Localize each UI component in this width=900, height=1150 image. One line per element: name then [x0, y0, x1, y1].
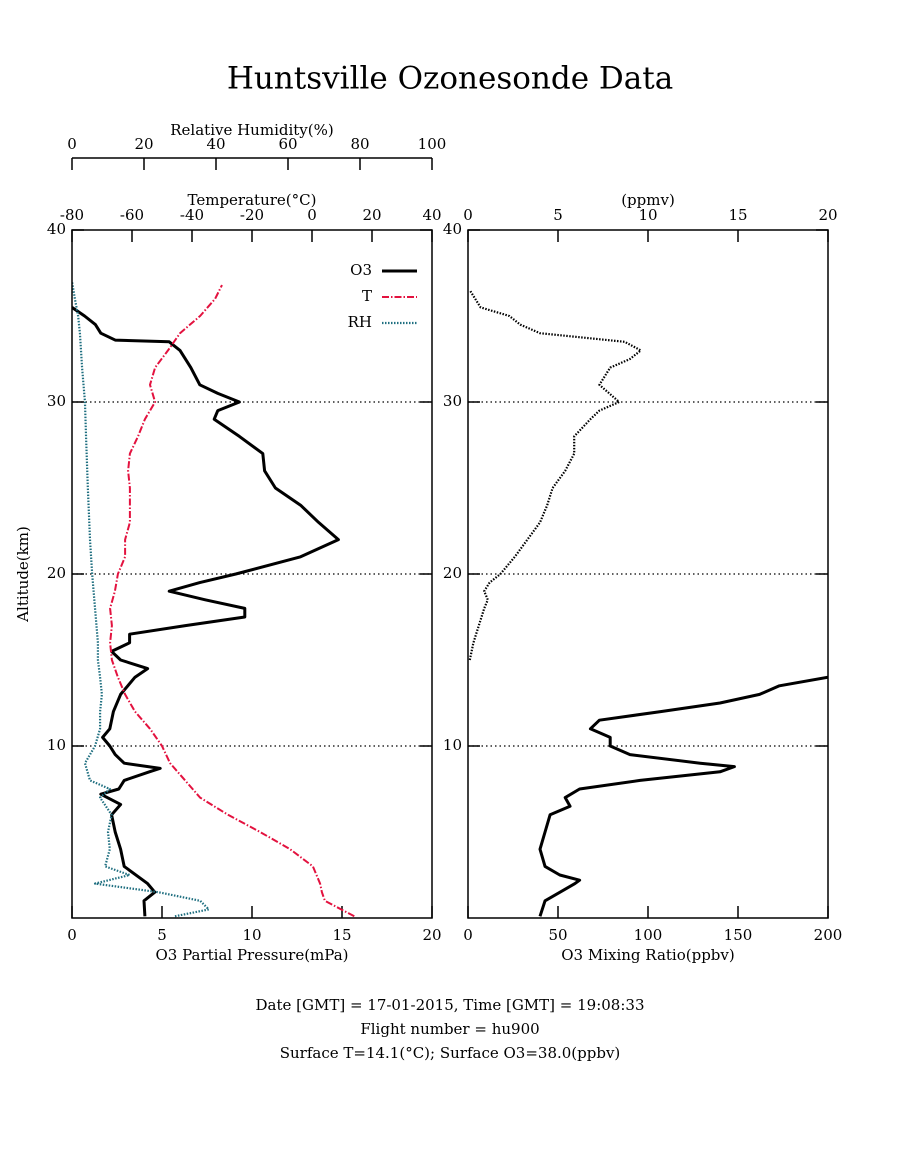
- x2-axis-label: Temperature(°C): [188, 191, 317, 209]
- x-tick-label: 5: [157, 926, 167, 944]
- x-tick-label: 20: [362, 206, 381, 224]
- x-tick-label: 20: [818, 206, 837, 224]
- x-tick-label: 10: [638, 206, 657, 224]
- y-tick-label: 20: [47, 564, 66, 582]
- x-tick-label: -20: [240, 206, 264, 224]
- plot-frame: [71, 229, 433, 919]
- x-tick-label: 0: [463, 206, 473, 224]
- x-tick-label: 0: [307, 206, 317, 224]
- x-tick-label: 0: [67, 926, 77, 944]
- profile-line: [468, 289, 642, 661]
- x-tick-label: 10: [242, 926, 261, 944]
- y-tick-label: 20: [443, 564, 462, 582]
- x-tick-label: 5: [553, 206, 563, 224]
- x-tick-label: -80: [60, 206, 84, 224]
- y-axis-label: Altitude(km): [14, 526, 32, 623]
- y-tick-label: 10: [443, 736, 462, 754]
- profile-line: [72, 306, 340, 917]
- x-tick-label: -40: [180, 206, 204, 224]
- profile-line: [538, 675, 828, 917]
- x-axis-label: O3 Partial Pressure(mPa): [155, 946, 348, 964]
- profile-line: [109, 284, 355, 918]
- x-tick-label: -60: [120, 206, 144, 224]
- x-tick-label: 100: [634, 926, 663, 944]
- x-tick-label: 40: [206, 135, 225, 153]
- x-tick-label: 20: [422, 926, 441, 944]
- x-tick-label: 15: [332, 926, 351, 944]
- y-tick-label: 30: [47, 392, 66, 410]
- x-axis-label: O3 Mixing Ratio(ppbv): [561, 946, 734, 964]
- x-tick-label: 20: [134, 135, 153, 153]
- x-tick-label: 60: [278, 135, 297, 153]
- x-tick-label: 150: [724, 926, 753, 944]
- x-tick-label: 80: [350, 135, 369, 153]
- footer-line: Surface T=14.1(°C); Surface O3=38.0(ppbv…: [280, 1044, 621, 1062]
- x-tick-label: 15: [728, 206, 747, 224]
- legend-label: O3: [350, 261, 372, 279]
- x-tick-label: 200: [814, 926, 843, 944]
- x3-axis-label: Relative Humidity(%): [170, 121, 333, 139]
- legend-label: T: [362, 287, 372, 305]
- chart-title: Huntsville Ozonesonde Data: [227, 61, 673, 97]
- profile-line: [72, 281, 210, 918]
- x-tick-label: 100: [418, 135, 447, 153]
- y-tick-label: 40: [47, 220, 66, 238]
- legend-label: RH: [348, 313, 372, 331]
- x-tick-label: 40: [422, 206, 441, 224]
- x-tick-label: 0: [463, 926, 473, 944]
- y-tick-label: 40: [443, 220, 462, 238]
- x2-axis-label: (ppmv): [621, 191, 675, 209]
- y-tick-label: 30: [443, 392, 462, 410]
- footer-line: Date [GMT] = 17-01-2015, Time [GMT] = 19…: [255, 996, 644, 1014]
- x-tick-label: 0: [67, 135, 77, 153]
- x-tick-label: 50: [548, 926, 567, 944]
- footer-line: Flight number = hu900: [360, 1020, 539, 1038]
- y-tick-label: 10: [47, 736, 66, 754]
- plot-frame: [467, 229, 829, 919]
